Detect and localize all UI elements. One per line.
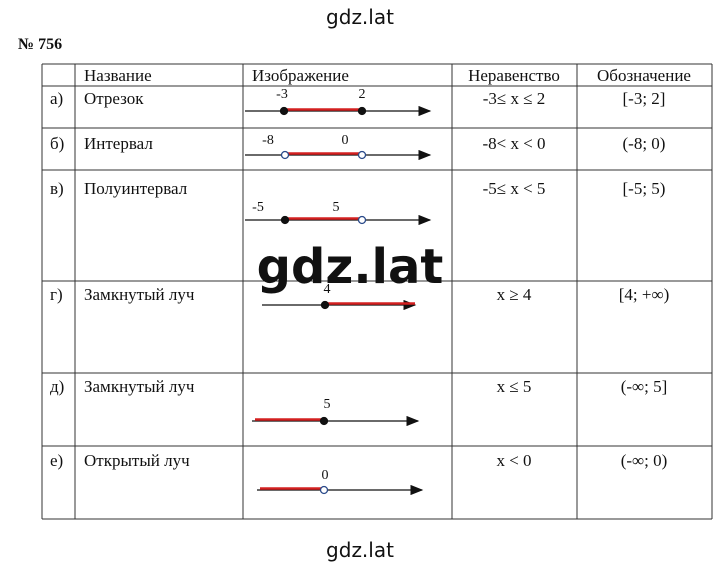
header-cell: Название: [84, 66, 152, 85]
header-cell: Обозначение: [597, 66, 691, 85]
row-name: Интервал: [84, 134, 153, 153]
watermark: gdz.lat: [257, 239, 444, 295]
point: [357, 150, 367, 160]
point: [357, 215, 367, 225]
row-label: е): [50, 451, 63, 470]
row-label: д): [50, 377, 64, 396]
point-label: 0: [322, 468, 329, 483]
point: [319, 416, 329, 426]
point-label: -3: [276, 87, 288, 102]
table-grid: [41, 63, 713, 520]
inequality: x < 0: [496, 451, 531, 470]
inequality: -8< x < 0: [482, 134, 545, 153]
point-label: 4: [324, 282, 331, 297]
point-label: -8: [262, 133, 274, 148]
header-cell: Неравенство: [468, 66, 560, 85]
row-name: Замкнутый луч: [84, 377, 195, 396]
inequality: x ≤ 5: [497, 377, 532, 396]
point: [280, 215, 290, 225]
notation: [-3; 2]: [623, 89, 666, 108]
point: [320, 300, 330, 310]
point-label: -5: [252, 200, 264, 215]
notation: [-5; 5): [623, 179, 666, 198]
row-name: Отрезок: [84, 89, 144, 108]
point: [280, 150, 290, 160]
notation: (-∞; 5]: [621, 377, 668, 396]
notation: (-∞; 0): [621, 451, 668, 470]
inequality: x ≥ 4: [497, 285, 532, 304]
watermark: gdz.lat: [326, 5, 394, 29]
point-label: 0: [342, 133, 349, 148]
inequality: -3≤ x ≤ 2: [483, 89, 546, 108]
row-label: г): [50, 285, 63, 304]
row-label: в): [50, 179, 64, 198]
point: [279, 106, 289, 116]
row-label: б): [50, 134, 64, 153]
point-label: 5: [324, 397, 331, 412]
point-label: 2: [359, 87, 366, 102]
notation: [4; +∞): [619, 285, 670, 304]
point-label: 5: [333, 200, 340, 215]
watermark: gdz.lat: [326, 538, 394, 562]
point: [357, 106, 367, 116]
row-label: а): [50, 89, 63, 108]
notation: (-8; 0): [623, 134, 666, 153]
problem-number: № 756: [18, 36, 62, 53]
point: [319, 485, 329, 495]
header-cell: Изображение: [252, 66, 349, 85]
row-name: Замкнутый луч: [84, 285, 195, 304]
row-name: Открытый луч: [84, 451, 190, 470]
row-name: Полуинтервал: [84, 179, 188, 198]
inequality: -5≤ x < 5: [483, 179, 546, 198]
